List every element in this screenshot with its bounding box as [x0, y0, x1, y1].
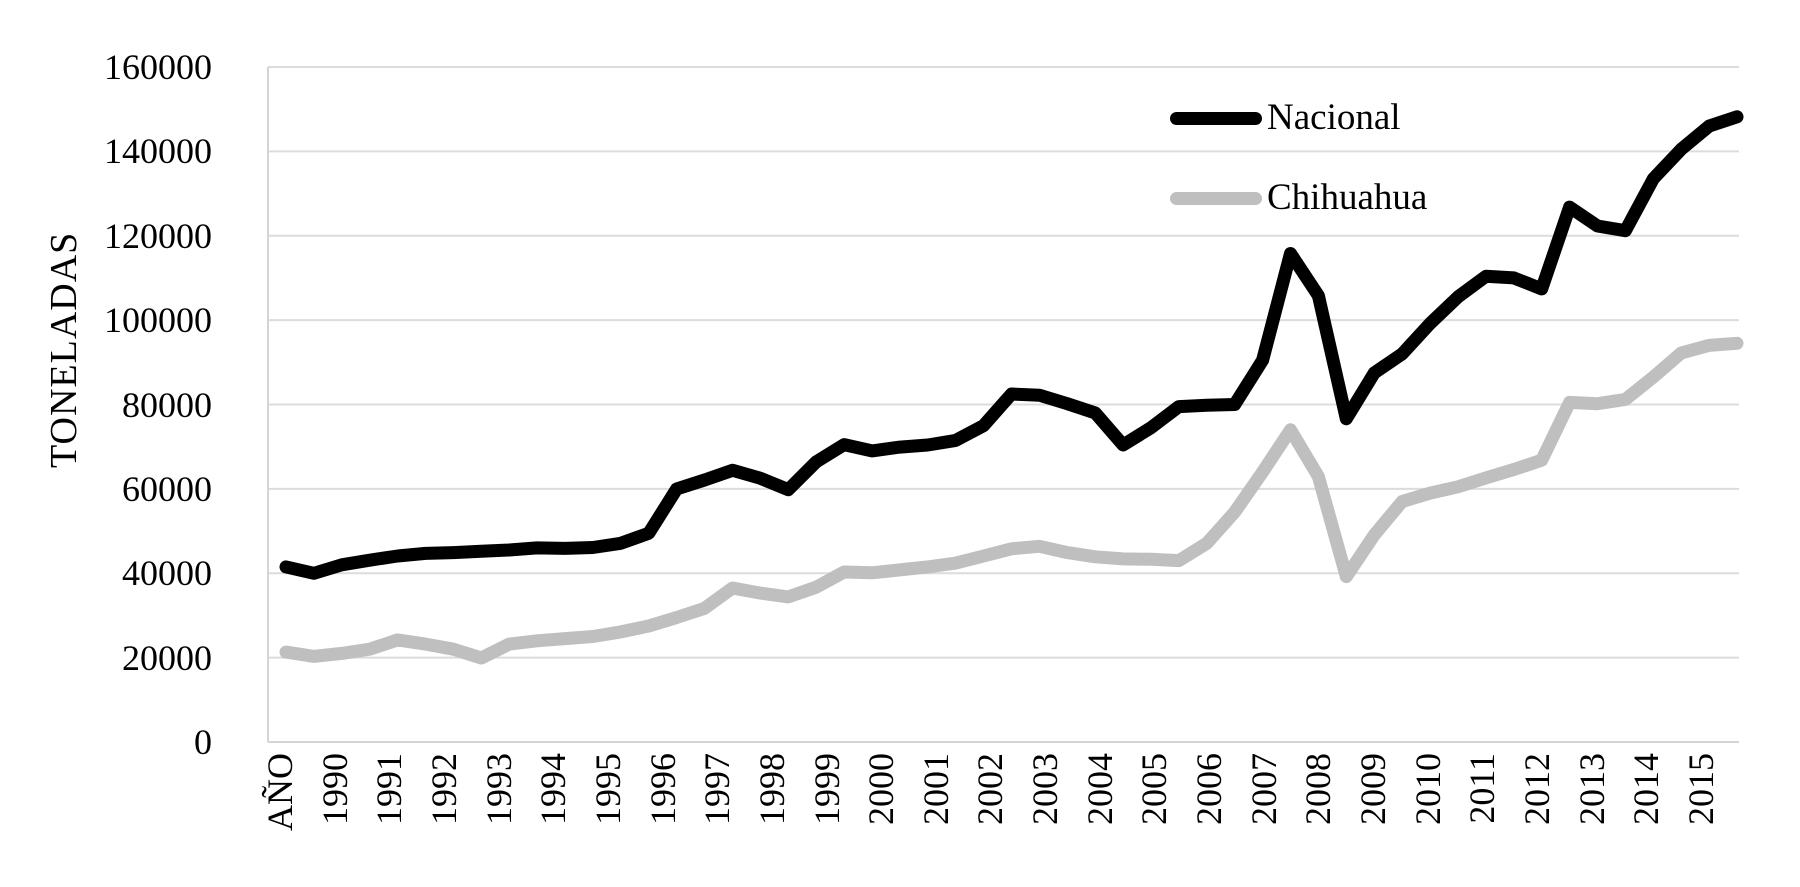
x-tick-label: 2014 [1626, 753, 1667, 825]
x-tick-label: 1990 [314, 753, 355, 825]
x-tick-label: 1998 [751, 753, 792, 825]
x-tick-label: 1995 [587, 753, 628, 825]
series-line-chihuahua [279, 336, 1744, 665]
x-tick-label: 2006 [1189, 753, 1230, 825]
x-tick-label: 2000 [861, 753, 902, 825]
x-tick-label: 2003 [1025, 753, 1066, 825]
x-tick-label: 2010 [1407, 753, 1448, 825]
x-tick-label: 1991 [369, 753, 410, 825]
x-tick-label: 2008 [1298, 753, 1339, 825]
chihuahua-line-swatch-icon [1170, 191, 1262, 205]
y-tick-label: 160000 [104, 47, 212, 87]
nacional-line-swatch-icon [1170, 111, 1262, 125]
x-tick-label: 2011 [1462, 753, 1503, 824]
x-tick-label: 1992 [423, 753, 464, 825]
legend-label-nacional: Nacional [1267, 97, 1401, 138]
x-tick-label: 2007 [1243, 753, 1284, 825]
y-tick-label: 80000 [122, 384, 212, 425]
x-tick-label: 1996 [642, 753, 683, 825]
x-tick-label: 2004 [1079, 753, 1120, 825]
legend-entry-chihuahua: Chihuahua [1170, 176, 1427, 220]
y-tick-label: 120000 [104, 215, 212, 256]
x-tick-label: 1993 [478, 753, 519, 825]
y-tick-label: 140000 [104, 131, 212, 172]
y-tick-label: 20000 [122, 637, 212, 678]
y-tick-label: 60000 [122, 468, 212, 509]
legend-entry-nacional: Nacional [1170, 96, 1427, 140]
x-tick-label: 2013 [1571, 753, 1612, 825]
legend: Nacional Chihuahua [1170, 96, 1427, 220]
x-tick-label: 2002 [970, 753, 1011, 825]
y-tick-label: 40000 [122, 553, 212, 594]
x-tick-label: 2001 [915, 753, 956, 825]
legend-label-chihuahua: Chihuahua [1267, 177, 1428, 218]
x-tick-label: 2012 [1516, 753, 1557, 825]
x-tick-label: 1997 [697, 753, 738, 825]
x-tick-label: 2015 [1680, 753, 1721, 825]
y-tick-label: 100000 [104, 300, 212, 341]
x-tick-label: 2009 [1353, 753, 1393, 825]
y-tick-label: 0 [194, 722, 212, 762]
x-tick-label: 1999 [806, 753, 847, 825]
x-tick-label: AÑO [260, 753, 300, 831]
x-tick-label: 2005 [1134, 753, 1175, 825]
series-line-nacional [279, 110, 1744, 580]
x-tick-label: 1994 [533, 753, 574, 825]
